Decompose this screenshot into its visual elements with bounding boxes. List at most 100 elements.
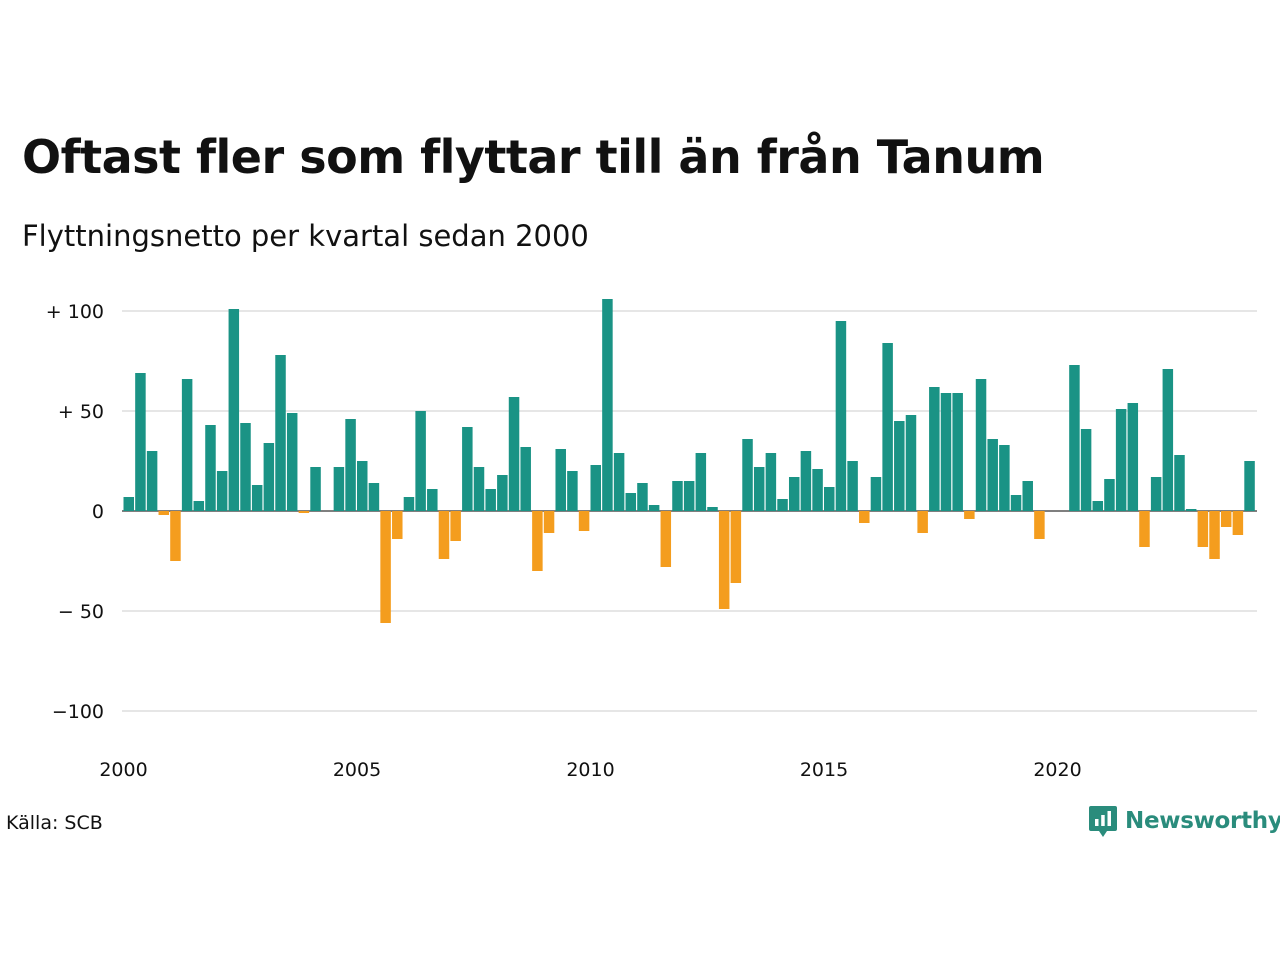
chart-subtitle: Flyttningsnetto per kvartal sedan 2000	[22, 219, 589, 253]
x-tick-label: 2010	[566, 759, 614, 781]
bar	[800, 451, 812, 511]
bar	[263, 443, 275, 511]
y-axis-labels: + 100 + 50 0 − 50 −100	[46, 301, 104, 723]
bar	[578, 511, 590, 531]
bar	[625, 493, 637, 511]
bar	[181, 379, 193, 511]
bar	[333, 467, 345, 511]
bar	[975, 379, 987, 511]
bar	[497, 475, 508, 511]
bar	[1197, 511, 1209, 547]
bar	[1139, 511, 1150, 547]
bar	[508, 397, 520, 511]
bar	[777, 499, 788, 511]
bar	[1022, 481, 1033, 511]
bar	[380, 511, 391, 623]
bar	[870, 477, 882, 511]
bar	[170, 511, 181, 561]
bar	[730, 511, 742, 583]
x-tick-label: 2005	[333, 759, 381, 781]
bar	[392, 511, 403, 539]
y-tick-label: + 50	[58, 401, 104, 423]
x-tick-label: 2020	[1033, 759, 1081, 781]
bar	[1010, 495, 1022, 511]
bar	[345, 419, 356, 511]
bar	[473, 467, 485, 511]
chart-title: Oftast fler som flyttar till än från Tan…	[22, 130, 1045, 184]
bar	[135, 373, 146, 511]
bar	[859, 511, 870, 523]
bar	[275, 355, 286, 511]
bar	[929, 387, 940, 511]
bar	[1150, 477, 1162, 511]
bar	[251, 485, 263, 511]
bar	[1185, 509, 1197, 511]
bar	[648, 505, 660, 511]
bar	[1209, 511, 1220, 559]
bar	[1244, 461, 1255, 511]
bar	[590, 465, 601, 511]
bar	[462, 427, 473, 511]
bar	[1162, 369, 1174, 511]
bar	[788, 477, 800, 511]
bar	[1092, 501, 1104, 511]
bar	[357, 461, 368, 511]
bar	[987, 439, 998, 511]
bar	[216, 471, 228, 511]
bar	[286, 413, 298, 511]
bar	[403, 497, 415, 511]
bar	[905, 415, 917, 511]
bar	[485, 489, 496, 511]
bar	[952, 393, 963, 511]
bar	[1034, 511, 1045, 539]
bar	[368, 483, 380, 511]
bar	[555, 449, 566, 511]
bar	[1174, 455, 1185, 511]
bar	[1115, 409, 1127, 511]
bar	[672, 481, 683, 511]
bar	[613, 453, 625, 511]
bar	[1104, 479, 1115, 511]
bar	[683, 481, 695, 511]
bar	[847, 461, 858, 511]
bar	[812, 469, 823, 511]
bar	[1220, 511, 1232, 527]
bar	[964, 511, 975, 519]
bar	[532, 511, 543, 571]
x-axis-labels: 2000 2005 2010 2015 2020	[99, 759, 1081, 781]
bar	[637, 483, 648, 511]
bar	[310, 467, 321, 511]
y-tick-label: 0	[92, 501, 104, 523]
bar	[298, 511, 310, 513]
bar	[438, 511, 450, 559]
bar	[660, 511, 672, 567]
bar	[824, 487, 835, 511]
bar	[894, 421, 905, 511]
bars	[123, 299, 1255, 623]
bar	[718, 511, 730, 609]
bar	[123, 497, 134, 511]
bar	[228, 309, 240, 511]
bar	[765, 453, 777, 511]
bar	[835, 321, 847, 511]
bar	[1080, 429, 1092, 511]
bar	[1127, 403, 1139, 511]
bar	[427, 489, 438, 511]
bar	[193, 501, 205, 511]
y-tick-label: + 100	[46, 301, 104, 323]
bar	[917, 511, 928, 533]
source-note: Källa: SCB	[6, 812, 103, 834]
x-tick-label: 2015	[800, 759, 848, 781]
brand-logo[interactable]: Newsworthy	[1088, 804, 1280, 838]
bar	[753, 467, 765, 511]
bar	[882, 343, 893, 511]
bar	[940, 393, 952, 511]
bar	[240, 423, 251, 511]
y-tick-label: −100	[52, 701, 104, 723]
bar	[567, 471, 578, 511]
brand-name: Newsworthy	[1125, 808, 1280, 834]
bar	[543, 511, 555, 533]
x-tick-label: 2000	[99, 759, 147, 781]
bar	[695, 453, 707, 511]
bar	[707, 507, 718, 511]
